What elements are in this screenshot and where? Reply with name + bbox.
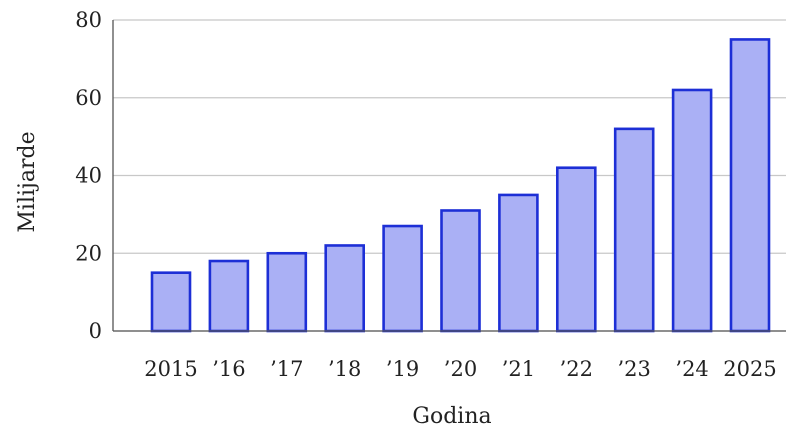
bar-2 xyxy=(266,251,308,333)
x-tick-labels: 2015 ’16 ’17 ’18 ’19 ’20 ’21 ’22 ’23 ’24 2025 xyxy=(144,357,776,381)
x-tick-label: ’19 xyxy=(386,357,419,381)
x-tick-label: ’16 xyxy=(212,357,245,381)
bar-1 xyxy=(208,259,250,333)
x-tick-label: ’24 xyxy=(675,357,708,381)
x-tick-label: ’20 xyxy=(444,357,477,381)
bar-0 xyxy=(150,271,192,333)
y-axis-title: Milijarde xyxy=(15,131,40,232)
y-tick-labels: 0 20 40 60 80 xyxy=(75,8,102,343)
x-tick-label: ’23 xyxy=(617,357,650,381)
y-tick-label: 20 xyxy=(75,241,102,265)
bar-7 xyxy=(555,166,597,333)
bars xyxy=(150,38,771,333)
y-tick-label: 60 xyxy=(75,86,102,110)
bar-3 xyxy=(324,244,366,333)
bar-9 xyxy=(671,88,713,333)
x-tick-label: 2015 xyxy=(144,357,197,381)
x-axis-title: Godina xyxy=(412,404,491,429)
bar-4 xyxy=(382,224,423,333)
x-tick-label: ’21 xyxy=(502,357,535,381)
axes xyxy=(112,20,786,332)
x-tick-label: 2025 xyxy=(723,357,776,381)
y-tick-label: 40 xyxy=(75,164,102,188)
x-tick-label: ’17 xyxy=(270,357,303,381)
bar-6 xyxy=(498,193,539,333)
bar-5 xyxy=(440,209,481,333)
bar-10 xyxy=(729,38,771,333)
x-tick-label: ’18 xyxy=(328,357,361,381)
x-tick-label: ’22 xyxy=(560,357,593,381)
bar-8 xyxy=(613,127,655,333)
y-tick-label: 80 xyxy=(75,8,102,32)
y-tick-label: 0 xyxy=(89,319,102,343)
